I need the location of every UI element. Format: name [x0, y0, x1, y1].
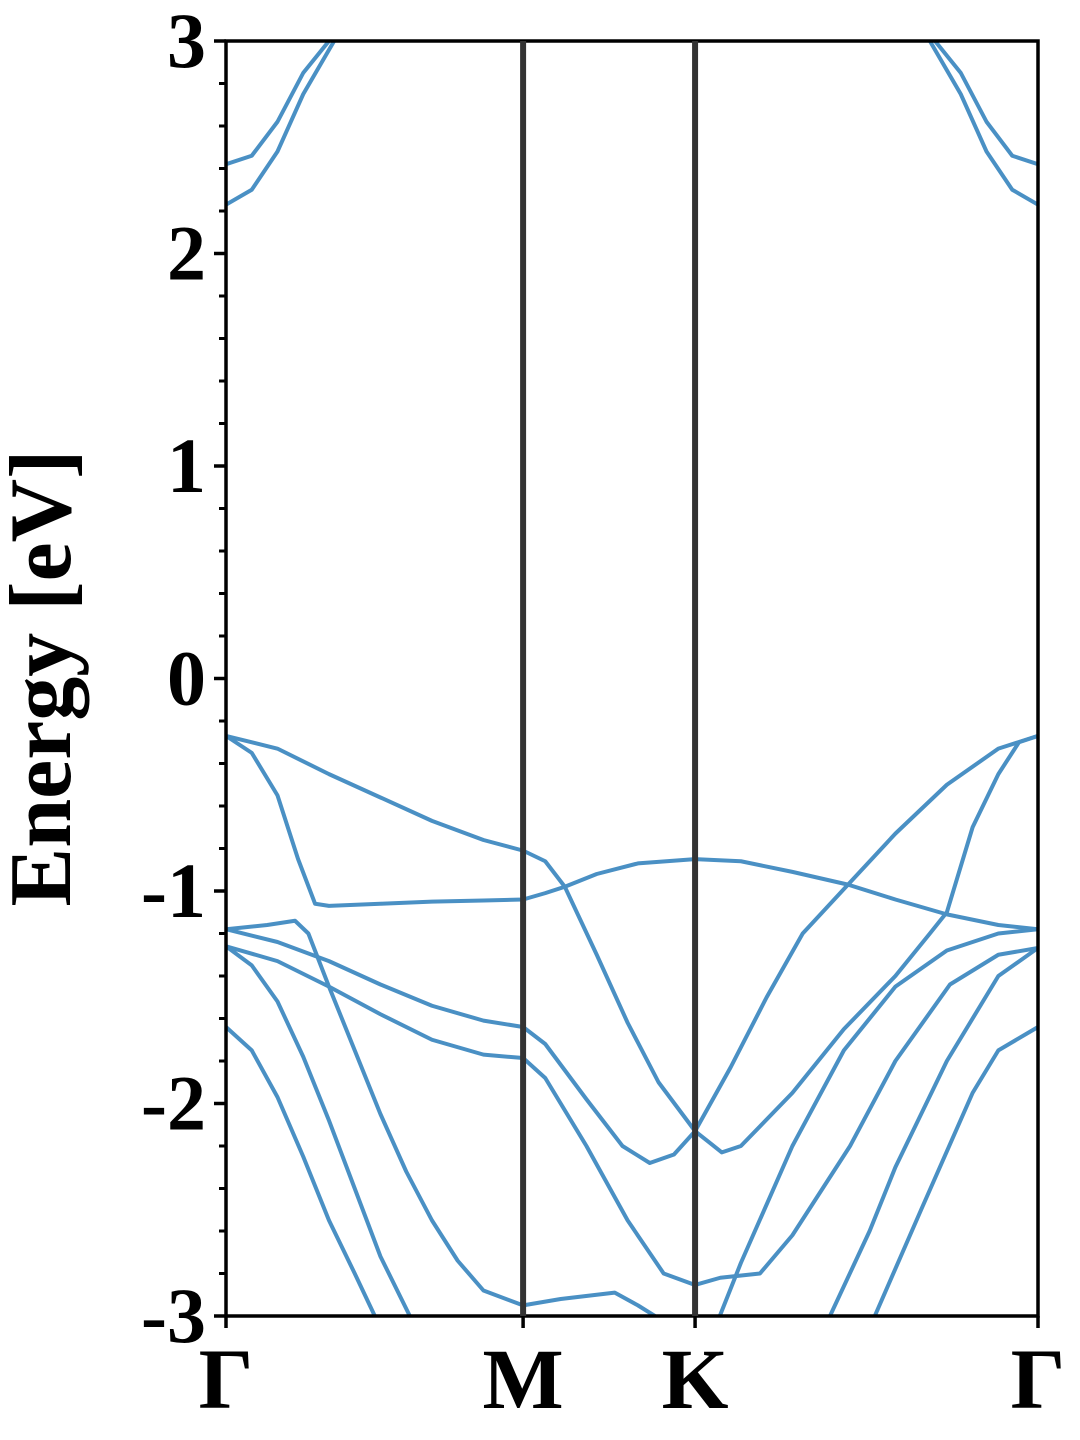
band-line — [226, 733, 1038, 1165]
y-tick-label: -1 — [141, 847, 206, 934]
band-line — [226, 41, 337, 207]
band-line — [872, 1025, 1038, 1316]
band-line — [933, 41, 1038, 167]
band-line — [226, 733, 1038, 932]
x-tick-label: Γ — [1011, 1331, 1066, 1427]
x-tick-label: Γ — [199, 1331, 254, 1427]
x-tick-label: M — [483, 1331, 564, 1427]
y-tick-label: 1 — [167, 422, 206, 509]
y-tick-label: -2 — [141, 1060, 206, 1147]
x-tick-label: K — [662, 1331, 729, 1427]
band-line — [226, 944, 412, 1316]
band-line — [226, 1025, 377, 1316]
y-tick-label: 2 — [167, 210, 206, 297]
band-line — [226, 944, 1038, 1287]
y-tick-label: 0 — [167, 635, 206, 722]
band-line — [226, 41, 331, 167]
y-tick-label: -3 — [141, 1272, 206, 1359]
band-line — [226, 918, 657, 1316]
band-line — [827, 945, 1038, 1316]
y-axis-label: Energy [eV] — [0, 450, 90, 907]
band-line — [226, 733, 1038, 1155]
band-line — [927, 41, 1038, 207]
plot-area — [226, 41, 1038, 1316]
y-tick-label: 3 — [167, 0, 206, 84]
band-line — [717, 927, 1038, 1316]
